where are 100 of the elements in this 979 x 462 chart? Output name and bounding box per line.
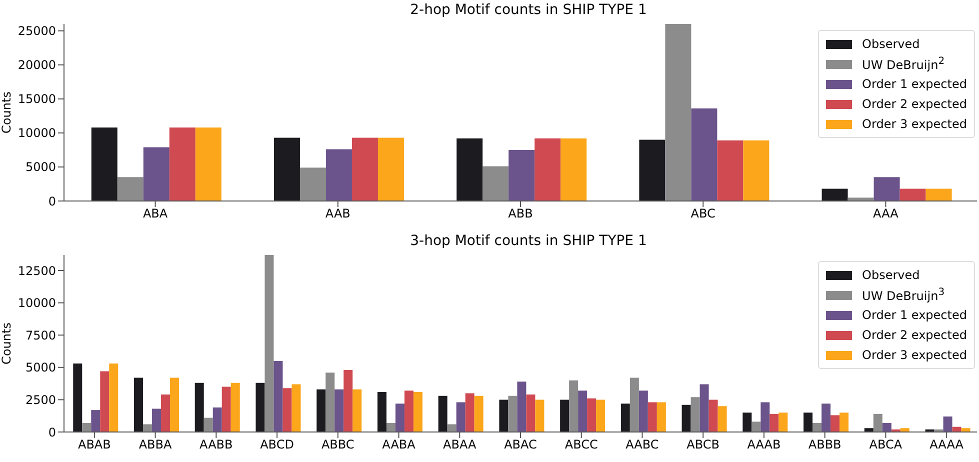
bar — [447, 424, 456, 432]
bar — [142, 424, 152, 432]
y-axis-title: Counts — [0, 322, 14, 364]
bar — [194, 382, 204, 432]
bar — [274, 360, 283, 432]
x-tick-label: ABC — [690, 206, 716, 221]
bar — [109, 364, 118, 432]
x-tick-label: ABAC — [504, 438, 537, 452]
bar — [377, 392, 386, 432]
bar — [413, 392, 422, 432]
bar — [682, 404, 691, 432]
x-tick-label: AABC — [626, 438, 659, 452]
x-tick-label: AAB — [325, 206, 350, 221]
x-tick-label: ABB — [508, 206, 533, 221]
bar — [508, 150, 535, 201]
legend-label: Order 3 expected — [862, 117, 967, 131]
bar — [395, 404, 404, 432]
y-tick-label: 12500 — [18, 264, 56, 278]
y-tick-label: 15000 — [18, 92, 56, 106]
bar — [864, 428, 874, 432]
y-tick-label: 5000 — [25, 160, 56, 174]
bar — [386, 422, 396, 432]
bar — [91, 127, 118, 201]
bar — [134, 378, 143, 432]
legend-label: Order 3 expected — [862, 348, 967, 362]
chart-title: 3-hop Motif counts in SHIP TYPE 1 — [409, 233, 648, 249]
bar — [404, 390, 414, 432]
bar — [535, 400, 544, 432]
bar — [596, 400, 606, 432]
bar — [91, 410, 100, 432]
legend-label: Order 1 expected — [862, 308, 967, 322]
bar — [804, 412, 813, 432]
bar — [718, 406, 727, 432]
bar — [256, 382, 265, 432]
bar — [690, 397, 700, 432]
bar — [195, 127, 222, 201]
bar — [526, 394, 536, 432]
bar — [456, 402, 466, 432]
bar — [630, 378, 639, 432]
chart-title: 2-hop Motif counts in SHIP TYPE 1 — [409, 2, 648, 18]
bar — [742, 412, 752, 432]
x-tick-label: AABB — [200, 438, 233, 452]
bar — [438, 396, 448, 432]
legend-label: Order 2 expected — [862, 97, 967, 111]
legend-label: Observed — [862, 268, 920, 282]
y-tick-label: 7500 — [25, 328, 56, 342]
bar — [352, 138, 378, 201]
bar — [334, 389, 344, 432]
y-tick-label: 5000 — [25, 360, 56, 375]
x-tick-label: ABCA — [869, 438, 903, 452]
bar — [326, 372, 335, 432]
bar — [648, 402, 657, 432]
bar — [560, 138, 587, 201]
x-tick-label: AAAB — [747, 438, 781, 452]
bar — [691, 108, 718, 201]
x-tick-label: ABCD — [260, 438, 294, 452]
bar — [700, 384, 709, 432]
bar — [708, 400, 718, 432]
bar — [170, 378, 179, 432]
bar — [230, 382, 240, 432]
legend-label: Order 2 expected — [862, 328, 967, 342]
bar — [560, 400, 570, 432]
x-tick-label: AABA — [382, 438, 416, 452]
y-tick-label: 0 — [48, 425, 56, 440]
bar — [717, 140, 744, 201]
bar — [73, 364, 82, 432]
bar — [760, 402, 770, 432]
x-tick-label: ABA — [142, 206, 168, 221]
x-tick-label: ABAA — [443, 438, 478, 452]
bar — [620, 404, 630, 432]
bar — [961, 428, 970, 432]
bar — [160, 394, 170, 432]
legend-label: Observed — [862, 37, 920, 51]
bar — [812, 422, 822, 432]
bar — [282, 388, 292, 432]
bar — [344, 370, 353, 432]
bar — [770, 414, 779, 432]
bar — [222, 386, 231, 432]
bar — [752, 422, 761, 432]
bar — [169, 127, 196, 201]
bar — [292, 384, 301, 432]
legend-label: UW DeBruijn$^{3}$ — [862, 287, 945, 303]
x-tick-label: ABCB — [686, 438, 720, 452]
bar — [882, 422, 892, 432]
y-tick-label: 20000 — [18, 58, 56, 72]
x-tick-label: ABAB — [78, 438, 111, 452]
y-tick-label: 0 — [48, 194, 56, 208]
bar — [499, 400, 508, 432]
bar — [465, 393, 474, 432]
bar — [900, 188, 926, 201]
bar — [316, 389, 326, 432]
bar — [778, 412, 788, 432]
bar — [474, 396, 484, 432]
bar — [212, 407, 222, 432]
bar — [264, 255, 274, 432]
bar — [656, 402, 666, 432]
bar — [665, 24, 692, 201]
x-tick-label: ABBA — [138, 438, 173, 452]
bar — [900, 428, 910, 432]
bar — [822, 188, 848, 201]
